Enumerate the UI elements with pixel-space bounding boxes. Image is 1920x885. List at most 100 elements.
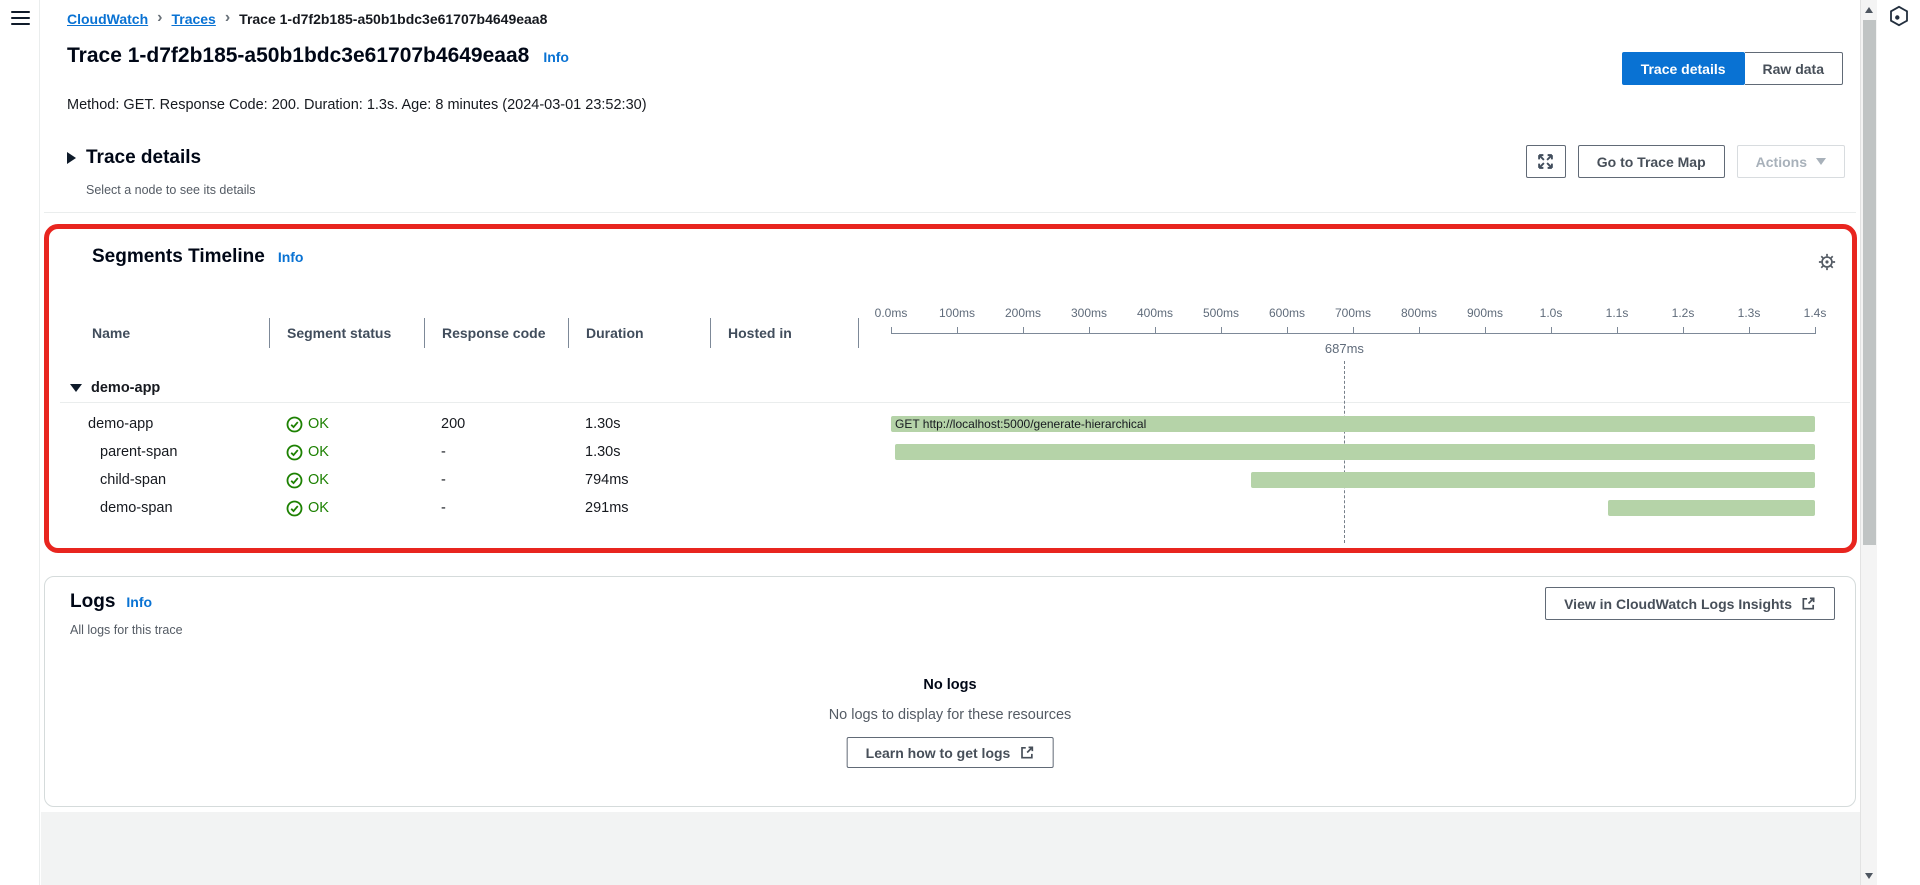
actions-button[interactable]: Actions bbox=[1736, 145, 1845, 178]
gear-icon[interactable] bbox=[1818, 253, 1836, 271]
timeline-track bbox=[891, 472, 1815, 488]
axis-tick-mark bbox=[1287, 327, 1288, 334]
axis-tick-label: 1.2s bbox=[1671, 306, 1695, 320]
axis-tick-label: 0.0ms bbox=[874, 306, 908, 320]
title-row: Trace 1-d7f2b185-a50b1bdc3e61707b4649eaa… bbox=[67, 44, 569, 68]
segment-bar[interactable] bbox=[1608, 500, 1815, 516]
segment-status-cell: OK bbox=[269, 438, 424, 466]
timeline-track bbox=[891, 444, 1815, 460]
triangle-right-icon[interactable] bbox=[67, 152, 76, 164]
vertical-scrollbar[interactable] bbox=[1860, 0, 1877, 885]
axis-tick-label: 300ms bbox=[1070, 306, 1108, 320]
column-header-timeline bbox=[858, 318, 1850, 348]
section-divider bbox=[44, 212, 1856, 213]
segment-status-text: OK bbox=[308, 416, 329, 432]
segment-group-label: demo-app bbox=[91, 379, 161, 396]
column-header-hosted-in: Hosted in bbox=[710, 318, 858, 348]
table-row[interactable]: child-span OK - 794ms bbox=[60, 466, 1850, 494]
axis-tick-label: 1.0s bbox=[1539, 306, 1563, 320]
learn-how-to-get-logs-label: Learn how to get logs bbox=[865, 744, 1011, 761]
trace-details-header: Trace details bbox=[67, 147, 201, 169]
response-code-cell: 200 bbox=[441, 416, 466, 432]
segment-bar[interactable] bbox=[894, 444, 1815, 460]
learn-how-to-get-logs-button[interactable]: Learn how to get logs bbox=[846, 737, 1054, 768]
axis-tick-label: 100ms bbox=[938, 306, 976, 320]
breadcrumb-link[interactable]: Traces bbox=[171, 11, 216, 27]
hosted-in-cell bbox=[710, 494, 858, 522]
check-circle-icon bbox=[286, 416, 303, 432]
caret-down-icon bbox=[1816, 158, 1826, 165]
logs-info-link[interactable]: Info bbox=[126, 594, 153, 610]
axis-tick-label: 1.3s bbox=[1737, 306, 1761, 320]
axis-tick-label: 800ms bbox=[1400, 306, 1438, 320]
segment-name-cell[interactable]: demo-app bbox=[88, 416, 154, 432]
timeline-cell bbox=[858, 494, 1850, 522]
duration-cell: 291ms bbox=[585, 500, 629, 516]
scrollbar-up-arrow-icon[interactable] bbox=[1865, 7, 1873, 13]
axis-tick-mark bbox=[1749, 327, 1750, 334]
view-in-logs-insights-button[interactable]: View in CloudWatch Logs Insights bbox=[1545, 587, 1835, 620]
triangle-down-icon[interactable] bbox=[70, 383, 82, 392]
segment-status-text: OK bbox=[308, 444, 329, 460]
timeline-track: GET http://localhost:5000/generate-hiera… bbox=[891, 416, 1815, 432]
scrollbar-down-arrow-icon[interactable] bbox=[1865, 873, 1873, 879]
view-in-logs-insights-label: View in CloudWatch Logs Insights bbox=[1564, 595, 1792, 612]
axis-tick-label: 1.4s bbox=[1803, 306, 1827, 320]
timeline-marker-label: 687ms bbox=[1324, 341, 1364, 356]
scrollbar-thumb[interactable] bbox=[1863, 20, 1876, 545]
timeline-cell bbox=[858, 466, 1850, 494]
table-row[interactable]: demo-app OK 200 1.30s GET http://localhost:5… bbox=[60, 410, 1850, 438]
axis-tick-mark bbox=[1485, 327, 1486, 334]
segment-bar[interactable] bbox=[1250, 472, 1815, 488]
logs-subtitle: All logs for this trace bbox=[70, 623, 183, 637]
trace-details-actions: Go to Trace Map Actions bbox=[1525, 145, 1845, 178]
axis-tick-label: 900ms bbox=[1466, 306, 1504, 320]
table-row[interactable]: demo-span OK - 291ms bbox=[60, 494, 1850, 522]
axis-tick-label: 700ms bbox=[1334, 306, 1372, 320]
axis-tick-mark bbox=[957, 327, 958, 334]
segment-status-cell: OK bbox=[269, 494, 424, 522]
timeline-cell bbox=[858, 438, 1850, 466]
view-toggle-raw-data[interactable]: Raw data bbox=[1744, 52, 1843, 85]
go-to-trace-map-label: Go to Trace Map bbox=[1596, 153, 1706, 170]
response-code-cell: - bbox=[441, 472, 446, 488]
segment-bar-label: GET http://localhost:5000/generate-hiera… bbox=[895, 417, 1147, 431]
table-row[interactable]: parent-span OK - 1.30s bbox=[60, 438, 1850, 466]
axis-tick-mark bbox=[1089, 327, 1090, 334]
segments-table-header: Name Segment status Response code Duration H… bbox=[60, 318, 1850, 348]
segment-status-cell: OK bbox=[269, 410, 424, 438]
segment-name-cell[interactable]: demo-span bbox=[100, 500, 173, 516]
hamburger-menu-icon[interactable] bbox=[11, 11, 30, 26]
axis-tick-mark bbox=[1551, 327, 1552, 334]
segment-name-cell[interactable]: parent-span bbox=[100, 444, 178, 460]
column-header-duration: Duration bbox=[568, 318, 710, 348]
title-info-link[interactable]: Info bbox=[543, 49, 569, 65]
timeline-cell: GET http://localhost:5000/generate-hiera… bbox=[858, 410, 1850, 438]
no-logs-title: No logs bbox=[923, 677, 977, 693]
page-title: Trace 1-d7f2b185-a50b1bdc3e61707b4649eaa… bbox=[67, 44, 530, 67]
axis-tick-label: 1.1s bbox=[1605, 306, 1629, 320]
segment-group-row[interactable]: demo-app bbox=[60, 373, 1850, 403]
fullscreen-button[interactable] bbox=[1525, 145, 1566, 178]
breadcrumb-separator: › bbox=[224, 9, 231, 26]
hosted-in-cell bbox=[710, 466, 858, 494]
external-link-icon bbox=[1020, 746, 1033, 759]
breadcrumb-link[interactable]: CloudWatch bbox=[67, 11, 149, 27]
go-to-trace-map-button[interactable]: Go to Trace Map bbox=[1577, 145, 1725, 178]
axis-tick-mark bbox=[1683, 327, 1684, 334]
segment-bar[interactable]: GET http://localhost:5000/generate-hiera… bbox=[891, 416, 1815, 432]
segment-status-cell: OK bbox=[269, 466, 424, 494]
check-circle-icon bbox=[286, 500, 303, 516]
logs-title: Logs bbox=[70, 591, 116, 612]
external-link-icon bbox=[1802, 597, 1815, 610]
view-toggle-trace-details[interactable]: Trace details bbox=[1621, 52, 1745, 85]
actions-label: Actions bbox=[1755, 153, 1807, 170]
segments-timeline-title: Segments Timeline bbox=[92, 246, 265, 267]
segment-name-cell[interactable]: child-span bbox=[100, 472, 167, 488]
trace-details-title: Trace details bbox=[86, 147, 202, 168]
page-background bbox=[41, 812, 1860, 885]
column-header-name: Name bbox=[92, 325, 131, 341]
segments-info-link[interactable]: Info bbox=[277, 249, 304, 265]
segment-status-text: OK bbox=[308, 472, 329, 488]
